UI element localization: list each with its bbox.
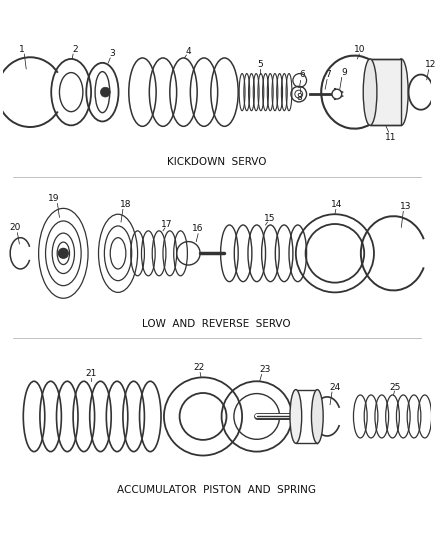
Text: 8: 8	[297, 93, 303, 102]
Text: 1: 1	[19, 45, 25, 54]
Text: 21: 21	[85, 369, 96, 378]
Text: 16: 16	[192, 224, 204, 233]
Text: 22: 22	[194, 363, 205, 372]
Ellipse shape	[363, 59, 377, 125]
Circle shape	[58, 248, 68, 258]
Ellipse shape	[311, 390, 323, 443]
Text: LOW  AND  REVERSE  SERVO: LOW AND REVERSE SERVO	[142, 319, 291, 329]
Text: 19: 19	[48, 194, 59, 203]
Text: 4: 4	[186, 46, 191, 55]
Text: 24: 24	[329, 383, 340, 392]
FancyBboxPatch shape	[370, 59, 401, 125]
Text: 6: 6	[300, 70, 306, 79]
Text: 10: 10	[353, 45, 365, 54]
Text: 9: 9	[342, 68, 347, 77]
Circle shape	[332, 89, 342, 99]
Text: 14: 14	[331, 200, 343, 209]
Text: 13: 13	[399, 202, 411, 211]
Text: KICKDOWN  SERVO: KICKDOWN SERVO	[167, 157, 266, 167]
Text: 7: 7	[325, 70, 331, 79]
Text: 12: 12	[425, 60, 436, 69]
Text: 20: 20	[10, 223, 21, 232]
Text: 17: 17	[161, 220, 173, 229]
Text: 11: 11	[385, 133, 396, 142]
Text: 2: 2	[72, 45, 78, 54]
Text: 3: 3	[110, 49, 115, 58]
Ellipse shape	[395, 59, 408, 125]
Text: 23: 23	[259, 365, 270, 374]
Ellipse shape	[290, 390, 302, 443]
Text: 5: 5	[257, 60, 262, 69]
Text: 25: 25	[390, 383, 401, 392]
Text: 15: 15	[264, 214, 275, 223]
Text: 18: 18	[120, 200, 131, 209]
Circle shape	[100, 87, 110, 97]
Text: ACCUMULATOR  PISTON  AND  SPRING: ACCUMULATOR PISTON AND SPRING	[117, 484, 316, 495]
